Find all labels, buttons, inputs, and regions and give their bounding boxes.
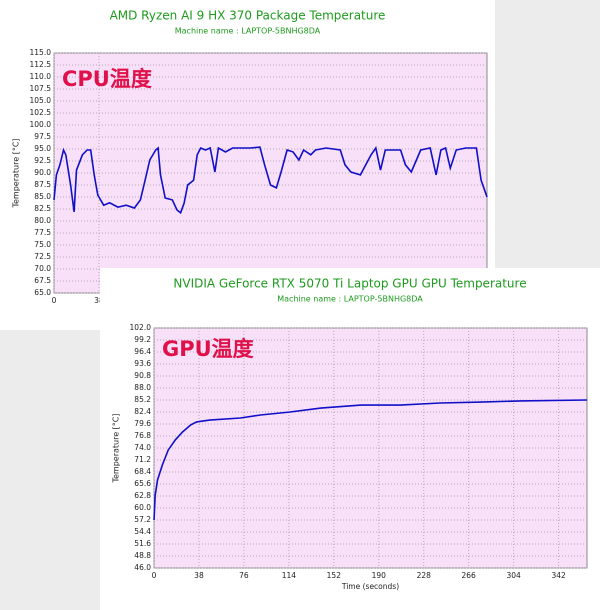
y-tick-label: 80.0 [34, 216, 51, 225]
y-tick-label: 115.0 [30, 48, 52, 57]
y-tick-label: 105.0 [30, 96, 52, 105]
x-tick-label: 38 [94, 296, 104, 305]
y-tick-label: 90.0 [34, 168, 51, 177]
y-tick-label: 51.6 [134, 539, 151, 548]
data-line [53, 146, 488, 215]
y-tick-label: 60.0 [134, 503, 151, 512]
annotation: GPU温度 [162, 337, 254, 361]
y-axis-label: Temperature [°C] [12, 138, 21, 208]
y-tick-label: 76.8 [134, 431, 151, 440]
x-tick-label: 304 [506, 571, 521, 580]
y-tick-label: 110.0 [30, 72, 52, 81]
x-tick-label: 38 [194, 571, 204, 580]
y-tick-label: 54.4 [134, 527, 151, 536]
chart-subtitle: Machine name : LAPTOP-5BNHG8DA [175, 27, 321, 36]
x-tick-label: 0 [152, 571, 157, 580]
y-tick-label: 75.0 [34, 240, 51, 249]
y-tick-label: 93.6 [134, 359, 151, 368]
chart-subtitle: Machine name : LAPTOP-5BNHG8DA [277, 295, 423, 304]
data-line [153, 399, 588, 521]
y-tick-label: 82.4 [134, 407, 151, 416]
y-tick-label: 72.5 [34, 252, 51, 261]
x-tick-label: 76 [239, 571, 249, 580]
y-tick-label: 57.2 [134, 515, 151, 524]
y-tick-label: 70.0 [34, 264, 51, 273]
y-tick-label: 79.6 [134, 419, 151, 428]
x-tick-label: 342 [551, 571, 566, 580]
y-tick-label: 90.8 [134, 371, 151, 380]
y-tick-label: 71.2 [134, 455, 151, 464]
y-tick-label: 65.0 [34, 288, 51, 297]
y-tick-label: 77.5 [34, 228, 51, 237]
x-tick-label: 0 [52, 296, 57, 305]
x-tick-label: 228 [417, 571, 432, 580]
y-tick-label: 85.0 [34, 192, 51, 201]
y-axis-label: Temperature [°C] [112, 413, 121, 483]
y-tick-label: 96.4 [134, 347, 151, 356]
x-tick-label: 114 [282, 571, 297, 580]
y-tick-label: 74.0 [134, 443, 151, 452]
y-tick-label: 112.5 [30, 60, 52, 69]
y-tick-label: 48.8 [134, 551, 151, 560]
y-tick-label: 95.0 [34, 144, 51, 153]
x-tick-label: 152 [327, 571, 342, 580]
x-tick-label: 266 [462, 571, 477, 580]
chart-title: AMD Ryzen AI 9 HX 370 Package Temperatur… [110, 9, 386, 23]
y-tick-label: 87.5 [34, 180, 51, 189]
y-tick-label: 99.2 [134, 335, 151, 344]
y-tick-label: 97.5 [34, 132, 51, 141]
y-tick-label: 62.8 [134, 491, 151, 500]
y-tick-label: 85.2 [134, 395, 151, 404]
y-tick-label: 82.5 [34, 204, 51, 213]
y-tick-label: 92.5 [34, 156, 51, 165]
y-tick-label: 102.0 [130, 323, 152, 332]
y-tick-label: 68.4 [134, 467, 151, 476]
x-tick-label: 190 [372, 571, 387, 580]
annotation: CPU温度 [62, 67, 152, 91]
y-tick-label: 107.5 [30, 84, 52, 93]
y-tick-label: 46.0 [134, 563, 151, 572]
y-tick-label: 88.0 [134, 383, 151, 392]
y-tick-label: 65.6 [134, 479, 151, 488]
y-tick-label: 67.5 [34, 276, 51, 285]
x-axis-label: Time (seconds) [341, 582, 399, 591]
y-tick-label: 100.0 [30, 120, 52, 129]
chart-title: NVIDIA GeForce RTX 5070 Ti Laptop GPU GP… [173, 277, 526, 291]
y-tick-label: 102.5 [30, 108, 52, 117]
